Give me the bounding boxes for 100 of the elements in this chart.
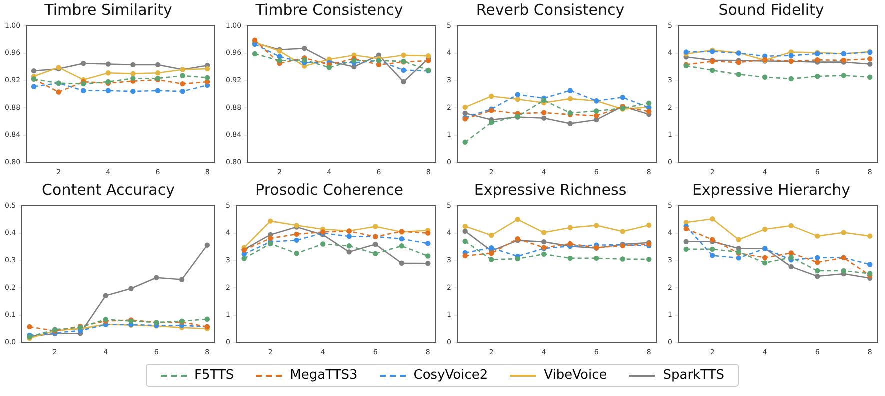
point: [788, 223, 794, 229]
point: [710, 216, 716, 222]
point: [401, 79, 406, 85]
point: [788, 76, 794, 82]
point: [646, 109, 652, 114]
point: [155, 88, 161, 94]
point: [515, 256, 520, 262]
point: [399, 260, 404, 266]
point: [204, 242, 210, 248]
point: [868, 234, 873, 239]
point: [620, 256, 626, 262]
point: [373, 242, 378, 248]
point: [515, 96, 520, 102]
point: [106, 70, 111, 76]
point: [710, 246, 716, 252]
point: [373, 224, 378, 230]
point: [868, 262, 873, 268]
point: [401, 68, 406, 73]
point: [620, 94, 626, 100]
point: [710, 68, 716, 74]
point: [462, 110, 468, 116]
point: [815, 268, 820, 274]
point: [426, 241, 431, 246]
point: [462, 228, 468, 234]
chart-title: Expressive Richness: [474, 180, 627, 199]
point: [762, 255, 768, 261]
point: [294, 250, 300, 256]
point: [488, 257, 494, 262]
point: [568, 241, 573, 247]
legend-label: F5TTS: [194, 368, 234, 383]
point: [426, 230, 431, 236]
chart-title: Timbre Consistency: [254, 0, 404, 19]
point: [204, 316, 210, 322]
point: [103, 293, 108, 298]
point: [488, 120, 494, 126]
point: [762, 226, 768, 232]
point: [128, 286, 134, 292]
point: [868, 74, 873, 80]
chart-title: Sound Fidelity: [718, 0, 824, 19]
point: [462, 224, 468, 230]
point: [252, 51, 258, 57]
point: [594, 223, 600, 228]
point: [542, 110, 547, 116]
point: [762, 74, 768, 80]
chart-title: Reverb Consistency: [476, 0, 625, 19]
point: [426, 53, 432, 59]
point: [399, 236, 404, 242]
point: [204, 75, 210, 81]
point: [788, 264, 794, 270]
point: [542, 239, 547, 245]
point: [462, 253, 468, 259]
point: [346, 234, 352, 240]
point: [294, 232, 300, 238]
point: [242, 256, 247, 262]
point: [542, 116, 547, 121]
point: [815, 274, 820, 280]
point: [56, 90, 62, 95]
point: [841, 268, 846, 274]
point: [346, 244, 352, 249]
point: [815, 74, 820, 80]
point: [568, 256, 573, 262]
point: [462, 140, 468, 145]
point: [373, 251, 378, 256]
point: [710, 253, 716, 258]
point: [542, 98, 547, 104]
point: [815, 234, 820, 239]
point: [180, 88, 186, 94]
point: [841, 73, 846, 78]
point: [130, 88, 136, 94]
point: [841, 230, 846, 236]
point: [268, 236, 274, 242]
point: [81, 88, 86, 94]
point: [568, 88, 573, 94]
point: [594, 256, 600, 262]
point: [646, 256, 652, 262]
point: [302, 46, 308, 52]
point: [346, 250, 352, 255]
point: [868, 56, 873, 62]
point: [736, 237, 742, 242]
chart-title: Expressive Hierarchy: [692, 180, 851, 199]
point: [515, 217, 520, 222]
legend-label: SparkTTS: [663, 368, 724, 383]
point: [736, 72, 742, 78]
point: [277, 58, 282, 64]
chart-title: Prosodic Coherence: [256, 180, 404, 199]
legend-label: CosyVoice2: [414, 368, 488, 383]
point: [788, 53, 794, 58]
point: [568, 121, 573, 126]
point: [594, 113, 600, 118]
point: [81, 60, 86, 66]
point: [762, 260, 768, 266]
point: [620, 229, 626, 234]
point: [27, 324, 32, 330]
point: [426, 261, 431, 266]
point: [130, 76, 136, 82]
point: [326, 65, 332, 70]
point: [646, 222, 652, 228]
chart-title: Content Accuracy: [42, 180, 176, 199]
point: [320, 242, 326, 247]
point: [399, 244, 404, 249]
